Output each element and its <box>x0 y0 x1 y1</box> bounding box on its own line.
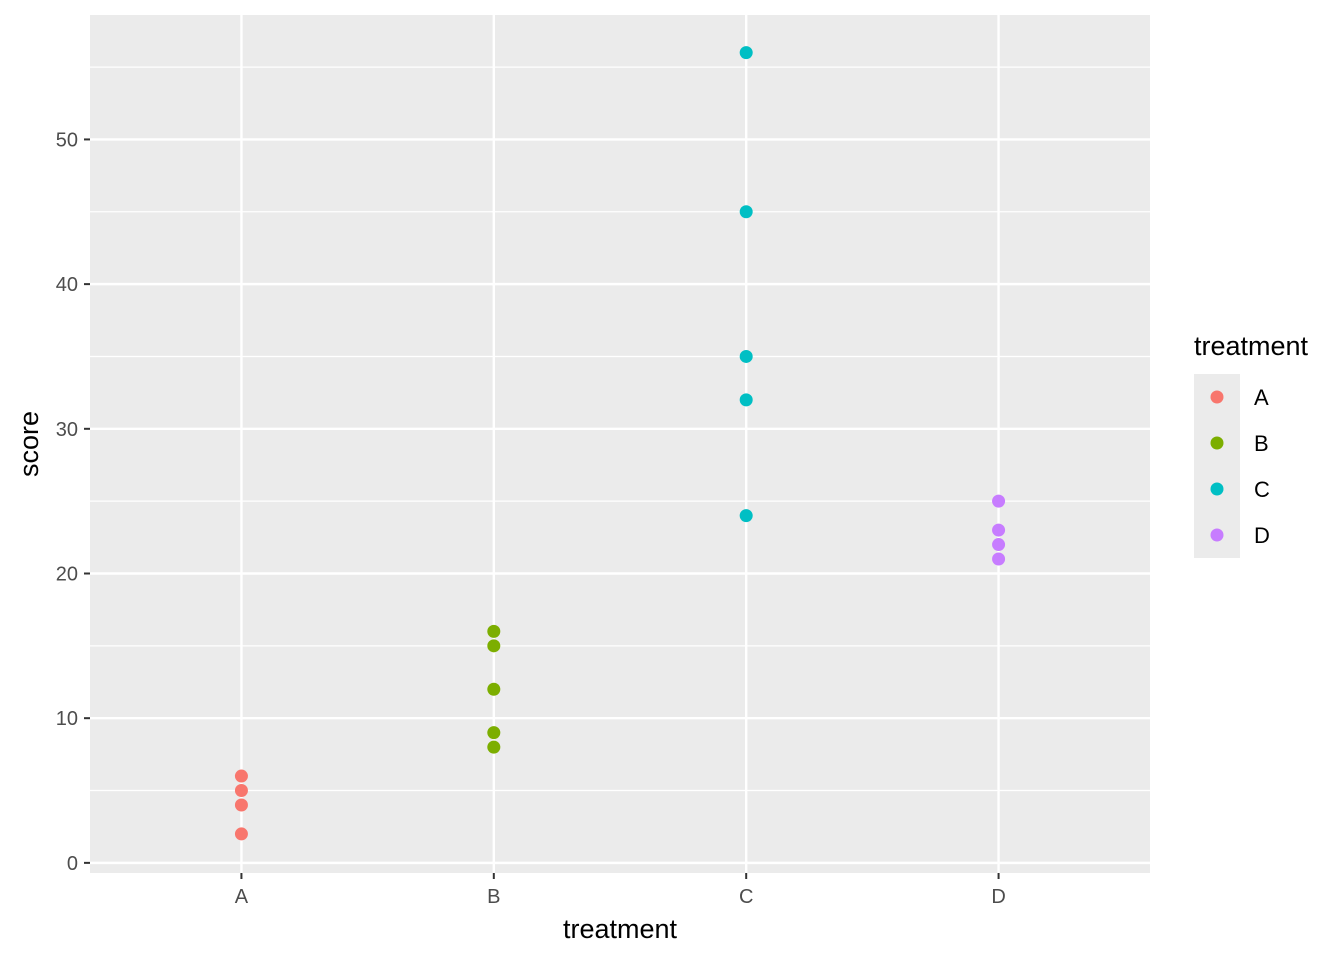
data-point-a <box>234 769 248 783</box>
data-point-a <box>234 798 248 812</box>
y-tick-label: 40 <box>56 274 78 296</box>
data-point-c <box>739 349 753 363</box>
data-point-b <box>487 624 501 638</box>
y-axis-label: score <box>14 411 44 477</box>
data-point-b <box>487 726 501 740</box>
legend-key-c <box>1210 482 1224 496</box>
data-point-b <box>487 639 501 653</box>
x-tick-label: C <box>739 886 753 908</box>
legend-label-c: C <box>1254 477 1270 502</box>
data-point-a <box>234 784 248 798</box>
y-tick-label: 10 <box>56 708 78 730</box>
data-point-c <box>739 509 753 523</box>
x-axis-label: treatment <box>563 914 678 944</box>
plot-panel <box>90 15 1150 873</box>
data-point-b <box>487 682 501 696</box>
data-point-c <box>739 393 753 407</box>
data-point-a <box>234 827 248 841</box>
data-point-c <box>739 46 753 60</box>
data-point-c <box>739 205 753 219</box>
legend-label-b: B <box>1254 431 1269 456</box>
data-point-d <box>992 538 1006 552</box>
data-point-d <box>992 552 1006 566</box>
legend-key-b <box>1210 436 1224 450</box>
legend-key-d <box>1210 528 1224 542</box>
y-tick-label: 30 <box>56 419 78 441</box>
y-tick-label: 20 <box>56 563 78 585</box>
x-tick-label: B <box>487 886 500 908</box>
legend-label-d: D <box>1254 523 1270 548</box>
legend-title: treatment <box>1194 331 1309 361</box>
y-tick-label: 50 <box>56 129 78 151</box>
x-tick-label: D <box>991 886 1005 908</box>
legend-label-a: A <box>1254 385 1269 410</box>
data-point-d <box>992 494 1006 508</box>
data-point-b <box>487 740 501 754</box>
y-tick-label: 0 <box>67 853 78 875</box>
legend-key-a <box>1210 390 1224 404</box>
x-tick-label: A <box>235 886 249 908</box>
legend-key-background <box>1194 374 1240 558</box>
data-point-d <box>992 523 1006 537</box>
